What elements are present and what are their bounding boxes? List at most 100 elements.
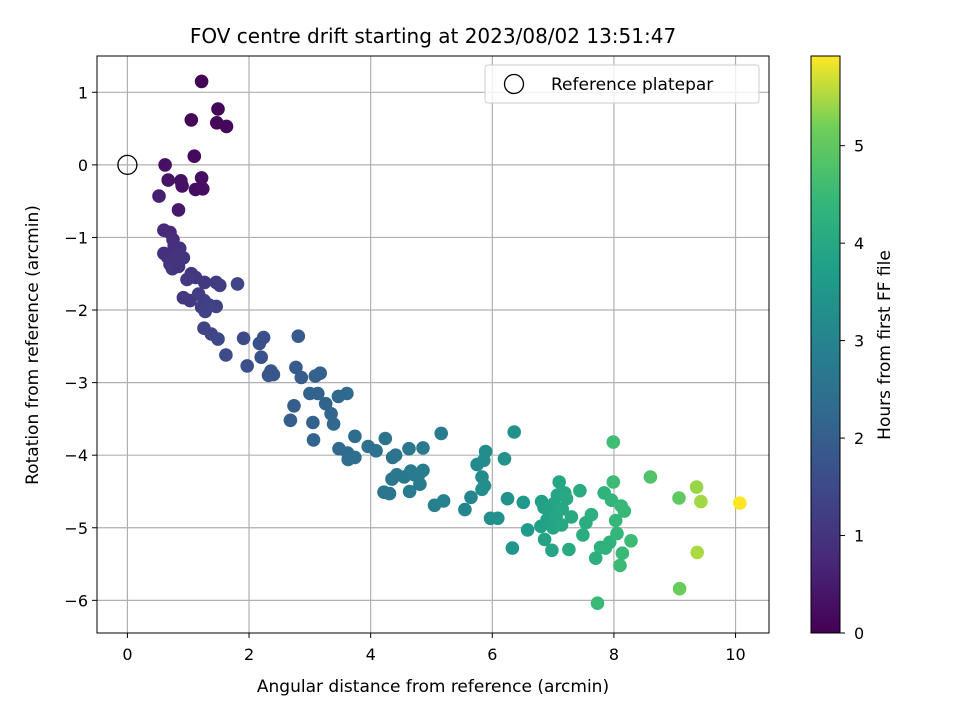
data-point <box>516 495 531 510</box>
data-point <box>497 452 512 466</box>
data-point <box>378 431 393 446</box>
data-point <box>326 417 341 431</box>
data-point <box>158 158 172 172</box>
data-point <box>385 450 400 465</box>
data-point <box>180 272 194 287</box>
data-point <box>606 475 621 489</box>
colorbar-tick-label: 2 <box>854 429 864 448</box>
data-point <box>733 496 747 510</box>
x-tick-label: 0 <box>122 645 132 664</box>
data-point <box>171 259 186 274</box>
data-point <box>505 541 520 555</box>
colorbar: 0 1 2 3 4 5 Hours from first FF file <box>810 55 895 643</box>
x-tick-label: 6 <box>487 645 497 664</box>
data-point <box>306 433 321 447</box>
x-tick-label: 8 <box>609 645 619 664</box>
data-point <box>689 480 704 494</box>
data-point <box>507 425 521 439</box>
data-point <box>152 189 166 203</box>
data-point <box>318 396 333 411</box>
colorbar-label: Hours from first FF file <box>875 250 895 440</box>
data-point <box>617 504 632 518</box>
data-point <box>161 173 175 187</box>
data-point <box>369 444 383 458</box>
data-point <box>283 413 298 428</box>
data-point <box>545 543 559 558</box>
data-point <box>564 510 579 524</box>
data-point <box>194 74 209 89</box>
x-tick-label: 2 <box>244 645 254 664</box>
data-point <box>402 441 416 456</box>
data-point <box>624 534 638 548</box>
data-point <box>500 491 515 506</box>
data-point <box>306 415 320 430</box>
colorbar-tick-label: 4 <box>854 234 864 253</box>
data-point <box>590 596 605 610</box>
data-point <box>213 278 227 293</box>
data-point <box>416 441 430 455</box>
data-point <box>555 502 569 516</box>
data-point <box>196 182 210 196</box>
grid-lines <box>97 56 769 633</box>
x-tick-label: 4 <box>366 645 376 664</box>
data-point <box>610 526 624 541</box>
data-point <box>311 386 325 401</box>
data-point <box>615 546 630 560</box>
y-tick-label: −2 <box>64 301 88 320</box>
data-point <box>584 507 599 522</box>
data-point <box>559 491 574 506</box>
data-point <box>606 435 621 449</box>
data-point <box>552 475 566 489</box>
data-point <box>198 304 212 319</box>
data-point <box>219 348 233 362</box>
data-point <box>348 429 362 444</box>
data-point <box>402 484 417 499</box>
data-point <box>287 399 301 413</box>
data-point <box>554 518 569 532</box>
data-point <box>690 545 704 560</box>
data-point <box>672 581 687 596</box>
data-point <box>694 494 708 509</box>
colorbar-tick-label: 0 <box>854 624 864 643</box>
data-point <box>534 519 548 534</box>
data-point <box>230 277 245 291</box>
data-point <box>340 386 354 401</box>
data-point <box>254 350 268 365</box>
data-point <box>324 407 338 421</box>
y-axis-label: Rotation from reference (arcmin) <box>23 205 43 485</box>
data-point <box>261 368 276 383</box>
chart-title: FOV centre drift starting at 2023/08/02 … <box>190 24 676 48</box>
data-point <box>436 494 451 508</box>
colorbar-tick-label: 1 <box>854 527 864 546</box>
data-point <box>413 477 427 492</box>
legend-label-reference-platepar: Reference platepar <box>551 75 713 95</box>
colorbar-tick-label: 5 <box>854 137 864 156</box>
colorbar-tick-label: 3 <box>854 332 864 351</box>
data-point <box>289 360 303 375</box>
x-tick-label: 10 <box>725 645 745 664</box>
data-point <box>236 331 251 346</box>
y-tick-label: −3 <box>64 374 88 393</box>
data-point <box>291 329 306 344</box>
data-point <box>672 491 686 505</box>
data-point <box>643 470 658 484</box>
data-point <box>175 179 189 193</box>
data-point <box>294 370 309 385</box>
data-point <box>209 299 223 314</box>
y-tick-label: −1 <box>64 228 88 247</box>
data-point <box>211 102 225 116</box>
data-point <box>562 542 576 557</box>
data-point <box>491 511 505 526</box>
data-point <box>613 558 627 573</box>
data-point <box>416 463 430 478</box>
x-axis-label: Angular distance from reference (arcmin) <box>257 677 609 697</box>
data-point <box>576 528 590 542</box>
data-point <box>187 149 202 163</box>
data-point <box>197 275 212 290</box>
data-point <box>434 426 449 441</box>
y-tick-label: −6 <box>64 591 88 610</box>
data-point <box>171 203 186 217</box>
data-point <box>308 369 323 383</box>
